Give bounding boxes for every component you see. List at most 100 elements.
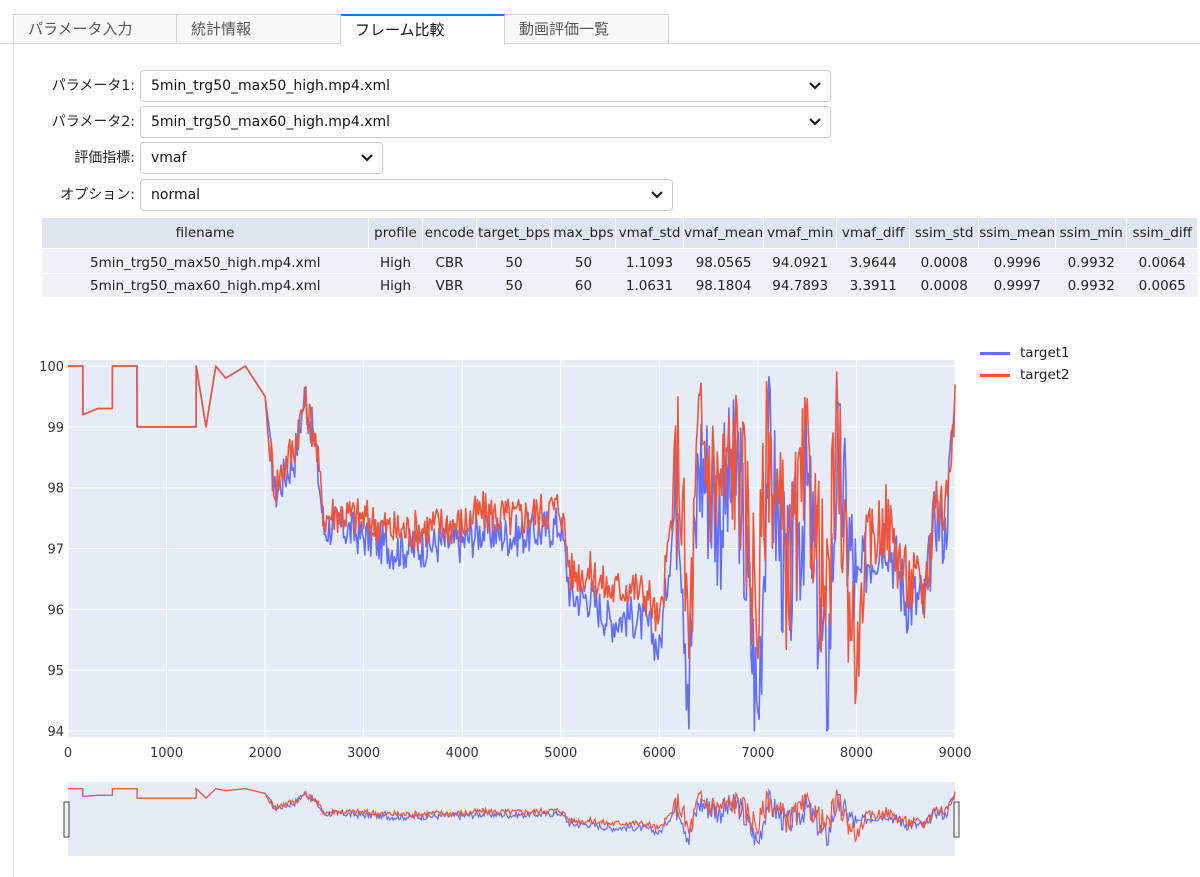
option-value: normal bbox=[151, 187, 201, 203]
x-tick-label: 3000 bbox=[347, 746, 380, 761]
table-cell: 98.0565 bbox=[683, 248, 764, 274]
table-cell: 0.0008 bbox=[909, 248, 979, 274]
col-header: ssim_mean bbox=[978, 218, 1057, 249]
col-header: vmaf_std bbox=[615, 218, 684, 249]
range-slider-handle-right bbox=[953, 801, 960, 838]
range-slider-handle-left bbox=[63, 801, 70, 838]
table-cell: 0.9997 bbox=[978, 273, 1056, 297]
table-header-row: filename profile encode target_bps max_b… bbox=[42, 218, 1199, 249]
tab-bar: パラメータ入力 統計情報 フレーム比較 動画評価一覧 bbox=[13, 14, 669, 45]
chevron-down-icon bbox=[651, 191, 663, 199]
table-cell: 98.1804 bbox=[683, 273, 764, 297]
legend-label-target2: target2 bbox=[1020, 367, 1070, 383]
col-header: max_bps bbox=[551, 218, 616, 249]
param2-row: パラメータ2: bbox=[0, 106, 135, 138]
comparison-table: filename profile encode target_bps max_b… bbox=[42, 218, 1199, 297]
table-cell: 50 bbox=[476, 248, 552, 274]
y-tick-label: 97 bbox=[47, 543, 64, 558]
x-tick-label: 2000 bbox=[249, 746, 282, 761]
range-slider[interactable] bbox=[63, 782, 960, 856]
series-line-target2 bbox=[68, 365, 956, 705]
legend-item-target1[interactable]: target1 bbox=[980, 342, 1070, 364]
table-row: 5min_trg50_max60_high.mp4.xml High VBR 5… bbox=[42, 273, 1198, 297]
table-cell: 94.7893 bbox=[763, 273, 837, 297]
metric-select[interactable]: vmaf bbox=[140, 142, 383, 174]
table-cell: High bbox=[368, 248, 423, 274]
option-label: オプション: bbox=[60, 187, 135, 203]
chevron-down-icon bbox=[809, 118, 821, 126]
table-cell: 5min_trg50_max60_high.mp4.xml bbox=[42, 273, 369, 297]
table-cell: 50 bbox=[476, 273, 552, 297]
y-tick-label: 98 bbox=[47, 482, 64, 497]
table-cell: VBR bbox=[422, 273, 477, 297]
range-slider-line-target2 bbox=[68, 787, 956, 844]
x-tick-label: 9000 bbox=[938, 746, 971, 761]
param1-row: パラメータ1: bbox=[0, 70, 135, 102]
table-cell: 0.0064 bbox=[1126, 248, 1198, 274]
legend-swatch-target1 bbox=[980, 351, 1010, 355]
chevron-down-icon bbox=[361, 154, 373, 162]
table-cell: 5min_trg50_max50_high.mp4.xml bbox=[42, 248, 369, 274]
frame-comparison-chart[interactable]: 0 1000 2000 3000 4000 5000 6000 7000 8000 9000 94 9… bbox=[0, 320, 1200, 865]
col-header: vmaf_mean bbox=[683, 218, 765, 249]
table-cell: 94.0921 bbox=[763, 248, 837, 274]
table-cell: 0.0065 bbox=[1126, 273, 1198, 297]
table-cell: 60 bbox=[551, 273, 616, 297]
x-tick-label: 5000 bbox=[544, 746, 577, 761]
table-cell: 0.9932 bbox=[1055, 248, 1127, 274]
legend-label-target1: target1 bbox=[1020, 345, 1070, 361]
table-cell: 3.9644 bbox=[836, 248, 910, 274]
tab-parameter-input[interactable]: パラメータ入力 bbox=[13, 14, 177, 43]
col-header: ssim_std bbox=[909, 218, 980, 249]
param1-value: 5min_trg50_max50_high.mp4.xml bbox=[151, 78, 390, 94]
col-header: vmaf_min bbox=[763, 218, 838, 249]
y-tick-label: 100 bbox=[39, 360, 64, 375]
table-cell: 0.0008 bbox=[909, 273, 979, 297]
main-plot-area[interactable]: 0 1000 2000 3000 4000 5000 6000 7000 8000 9000 94 9… bbox=[39, 360, 972, 761]
col-header: ssim_diff bbox=[1126, 218, 1199, 249]
table-cell: 50 bbox=[551, 248, 616, 274]
chart-legend: target1 target2 bbox=[980, 342, 1070, 386]
x-tick-label: 7000 bbox=[741, 746, 774, 761]
col-header: vmaf_diff bbox=[836, 218, 911, 249]
param2-value: 5min_trg50_max60_high.mp4.xml bbox=[151, 114, 390, 130]
y-tick-label: 96 bbox=[47, 603, 64, 618]
metric-row: 評価指標: bbox=[0, 142, 135, 174]
x-tick-label: 0 bbox=[64, 746, 72, 761]
table-cell: CBR bbox=[422, 248, 477, 274]
tab-video-evaluation-list[interactable]: 動画評価一覧 bbox=[505, 14, 669, 43]
tab-statistics[interactable]: 統計情報 bbox=[177, 14, 341, 43]
table-cell: 0.9932 bbox=[1055, 273, 1127, 297]
table-cell: 0.9996 bbox=[978, 248, 1056, 274]
table-row: 5min_trg50_max50_high.mp4.xml High CBR 5… bbox=[42, 248, 1198, 274]
param1-select[interactable]: 5min_trg50_max50_high.mp4.xml bbox=[140, 70, 831, 102]
param2-label: パラメータ2: bbox=[51, 114, 135, 130]
col-header: profile bbox=[368, 218, 423, 249]
tabs-divider bbox=[0, 43, 1200, 44]
table-cell: 1.1093 bbox=[615, 248, 684, 274]
legend-swatch-target2 bbox=[980, 373, 1010, 377]
x-tick-label: 4000 bbox=[446, 746, 479, 761]
col-header: filename bbox=[42, 218, 369, 249]
tab-frame-comparison[interactable]: フレーム比較 bbox=[341, 14, 505, 45]
x-tick-label: 1000 bbox=[150, 746, 183, 761]
legend-item-target2[interactable]: target2 bbox=[980, 364, 1070, 386]
metric-label: 評価指標: bbox=[74, 150, 135, 166]
y-tick-label: 99 bbox=[47, 421, 64, 436]
table-cell: 1.0631 bbox=[615, 273, 684, 297]
param2-select[interactable]: 5min_trg50_max60_high.mp4.xml bbox=[140, 106, 831, 138]
content-border bbox=[13, 44, 14, 877]
x-tick-label: 6000 bbox=[643, 746, 676, 761]
chevron-down-icon bbox=[809, 82, 821, 90]
x-tick-label: 8000 bbox=[840, 746, 873, 761]
col-header: ssim_min bbox=[1055, 218, 1128, 249]
param1-label: パラメータ1: bbox=[51, 78, 135, 94]
metric-value: vmaf bbox=[151, 150, 187, 166]
col-header: encode bbox=[422, 218, 477, 249]
table-cell: High bbox=[368, 273, 423, 297]
option-select[interactable]: normal bbox=[140, 179, 673, 211]
y-tick-label: 95 bbox=[47, 664, 64, 679]
y-tick-label: 94 bbox=[47, 725, 64, 740]
option-row: オプション: bbox=[0, 179, 135, 211]
col-header: target_bps bbox=[476, 218, 552, 249]
